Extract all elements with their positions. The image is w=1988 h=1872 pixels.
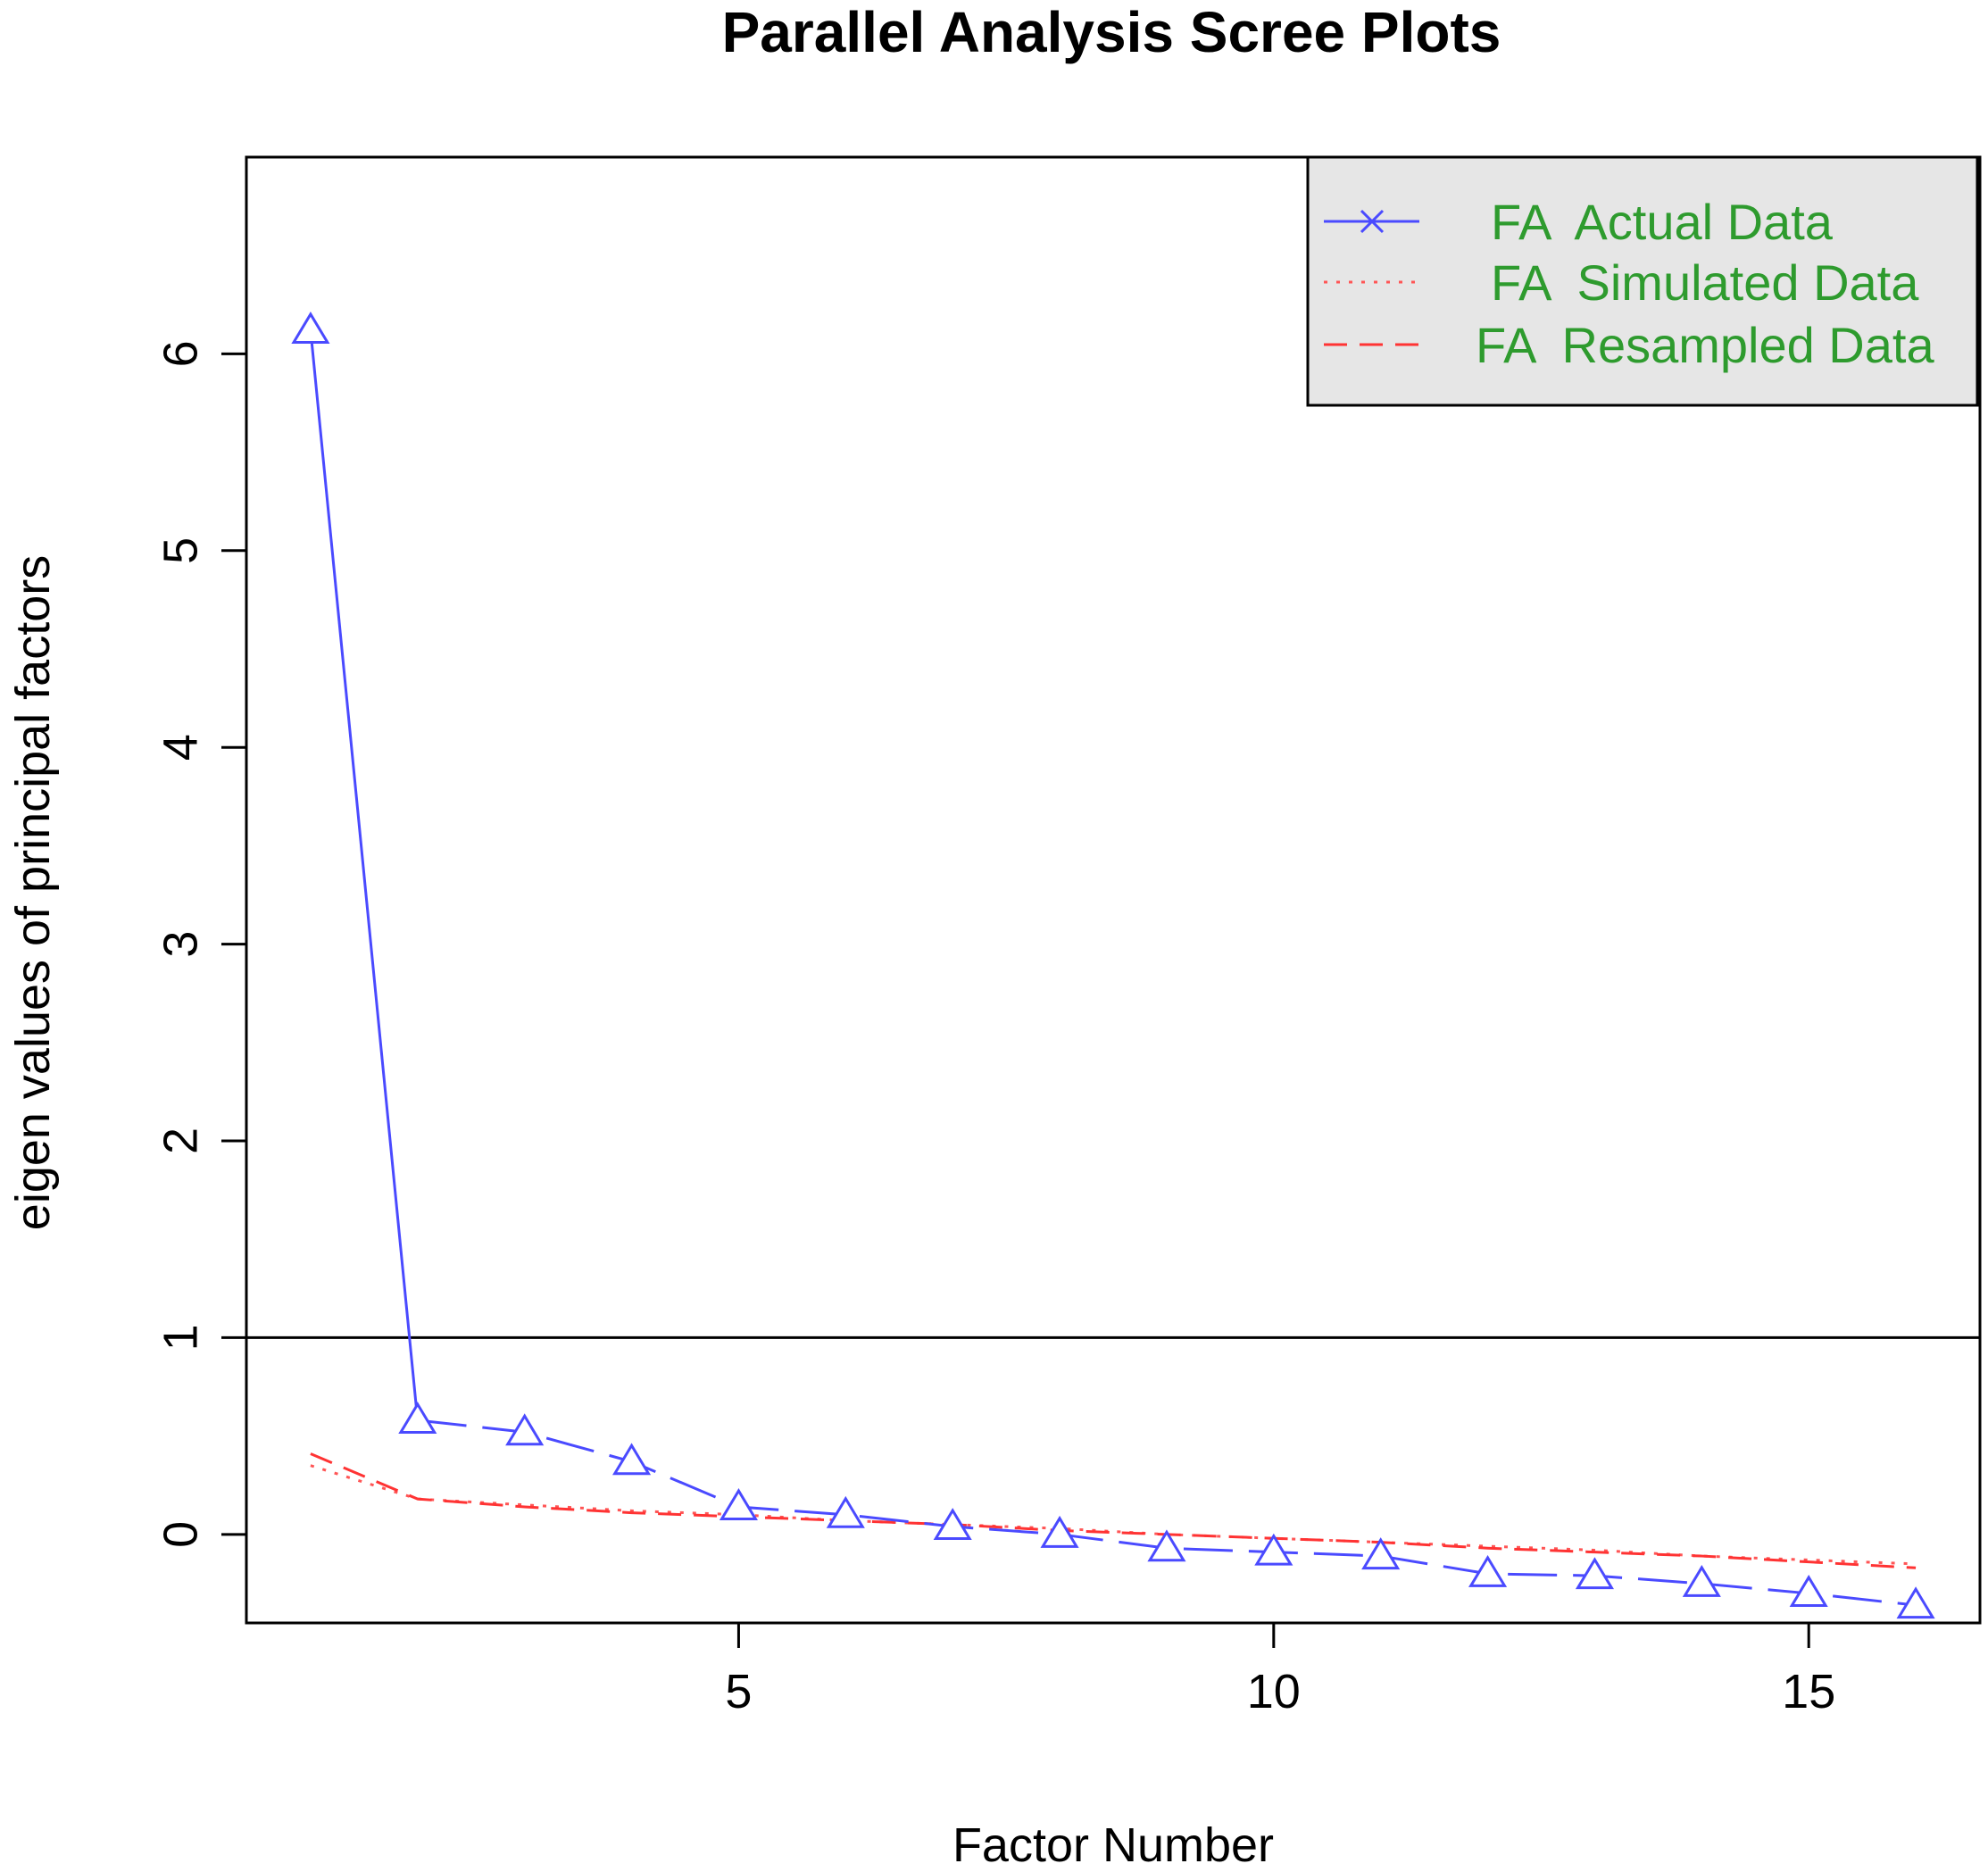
plot-area: 0 1 2 3 4 5 6 5 10 15 xyxy=(154,155,1982,1718)
simulated-data-line xyxy=(310,1464,1917,1566)
actual-data-point xyxy=(505,1413,545,1446)
y-axis-label: eigen values of principal factors xyxy=(6,555,60,1230)
x-axis-label: Factor Number xyxy=(952,1818,1274,1872)
legend-entry: FA Resampled Data xyxy=(1476,317,1934,373)
y-tick-label: 4 xyxy=(154,734,207,761)
actual-data-point xyxy=(1361,1537,1401,1570)
actual-data-point xyxy=(826,1495,865,1528)
actual-data-point xyxy=(1896,1586,1935,1619)
actual-data-point xyxy=(933,1508,972,1541)
chart-title: Parallel Analysis Scree Plots xyxy=(722,0,1501,64)
actual-data-point xyxy=(719,1488,758,1520)
y-tick-label: 1 xyxy=(154,1324,207,1351)
actual-data-point xyxy=(1468,1554,1508,1587)
y-tick-label: 5 xyxy=(154,537,207,564)
actual-data-point xyxy=(1254,1533,1293,1566)
legend-entry: FA Actual Data xyxy=(1491,194,1834,250)
x-tick-label: 5 xyxy=(725,1665,752,1718)
y-tick-label: 6 xyxy=(154,340,207,367)
legend-box xyxy=(1306,155,1979,407)
actual-data-point xyxy=(1789,1575,1828,1607)
actual-data-point xyxy=(1040,1515,1079,1548)
y-tick-label: 2 xyxy=(154,1127,207,1154)
actual-data-point xyxy=(1147,1529,1186,1562)
legend-entry: FA Simulated Data xyxy=(1491,254,1919,311)
actual-data-line-solid xyxy=(309,329,420,1421)
y-tick-label: 3 xyxy=(154,931,207,958)
actual-data-point xyxy=(612,1443,652,1476)
actual-data-point xyxy=(1682,1565,1721,1597)
plot-frame xyxy=(245,155,1982,1625)
y-tick-label: 0 xyxy=(154,1521,207,1548)
x-tick-label: 15 xyxy=(1782,1665,1835,1718)
actual-data-point xyxy=(398,1402,437,1434)
x-tick-label: 10 xyxy=(1247,1665,1301,1718)
actual-data-point xyxy=(1575,1557,1614,1590)
actual-data-point xyxy=(291,312,330,344)
x-marker-icon xyxy=(1360,209,1385,234)
resampled-data-line xyxy=(310,1452,1917,1569)
